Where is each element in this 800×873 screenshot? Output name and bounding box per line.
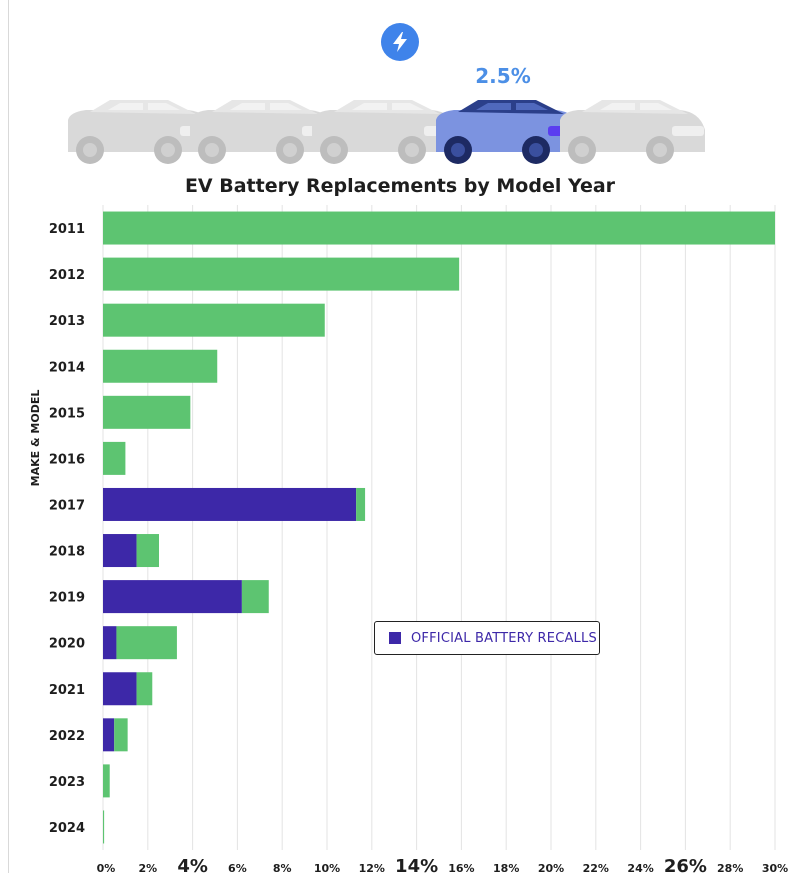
category-label: 2011 [49,222,85,237]
legend: OFFICIAL BATTERY RECALLS [374,621,600,655]
chart-title: EV Battery Replacements by Model Year [184,175,616,197]
bar-recalls [103,718,115,752]
category-label: 2017 [49,498,85,513]
x-tick-label: 12% [359,862,385,873]
car [190,100,335,164]
x-tick-label: 14% [395,856,438,873]
x-tick-label: 22% [583,862,609,873]
y-axis-label: MAKE & MODEL [29,390,42,487]
bar-replacements [136,672,153,706]
bar-recalls [103,626,117,660]
x-tick-label: 10% [314,862,340,873]
x-tick-label: 28% [717,862,743,873]
category-label: 2016 [49,452,85,467]
bar-replacements [356,487,366,521]
bar-recalls [103,534,137,568]
category-label: 2019 [49,591,85,606]
category-label: 2022 [49,729,85,744]
x-tick-label: 24% [627,862,653,873]
bar-replacements [103,764,110,798]
x-tick-label: 30% [762,862,788,873]
x-tick-label: 8% [273,862,292,873]
category-label: 2021 [49,683,85,698]
bar-recalls [103,487,357,521]
car-highlighted [436,100,581,164]
bar-replacements [241,580,269,614]
bar-replacements [103,810,105,844]
car [312,100,457,164]
bar-recalls [103,672,137,706]
car-row-illustration [68,100,705,164]
x-tick-label: 2% [138,862,157,873]
x-tick-label: 18% [493,862,519,873]
gridlines [102,205,776,850]
bar-replacements [103,211,775,245]
x-tick-label: 16% [448,862,474,873]
bar-replacements [116,626,177,660]
bar-replacements [114,718,128,752]
bar-replacements [103,349,218,383]
legend-label-recalls: OFFICIAL BATTERY RECALLS [411,630,597,646]
bar-replacements [103,303,325,337]
category-label: 2012 [49,268,85,283]
category-label: 2024 [49,821,85,836]
category-label: 2023 [49,775,85,790]
bar-replacements [136,534,159,568]
category-label: 2014 [49,360,85,375]
category-label: 2020 [49,637,85,652]
bar-replacements [103,257,460,291]
lightning-bolt-icon [381,23,419,61]
x-tick-label: 26% [664,856,707,873]
x-tick-label: 4% [177,856,208,873]
chart-frame [8,0,800,873]
x-tick-label: 20% [538,862,564,873]
category-label: 2013 [49,314,85,329]
car [560,100,705,164]
x-tick-label: 0% [97,862,116,873]
highlight-stat: 2.5% [475,64,531,88]
legend-swatch-recalls [389,632,401,644]
category-label: 2018 [49,545,85,560]
bar-replacements [103,441,126,475]
x-tick-label: 6% [228,862,247,873]
bar-replacements [103,395,191,429]
bar-recalls [103,580,242,614]
category-label: 2015 [49,406,85,421]
